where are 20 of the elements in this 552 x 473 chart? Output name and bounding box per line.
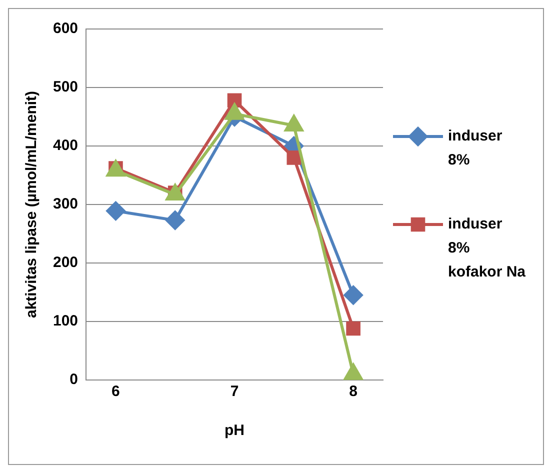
point [106, 201, 126, 220]
y-tick-label: 600 [52, 20, 78, 38]
y-tick-label: 400 [52, 137, 78, 154]
y-tick-label: 200 [52, 254, 78, 272]
y-tick-label: 0 [70, 371, 78, 388]
y-tick-label: 500 [52, 78, 78, 96]
legend-label: induser 8% [448, 128, 502, 169]
point [166, 210, 185, 230]
y-axis-title: aktivitas lipase (µmol/mL/menit) [23, 90, 40, 318]
x-tick-label: 8 [349, 383, 358, 400]
point [346, 321, 360, 336]
point [286, 150, 302, 165]
x-tick-label: 6 [112, 383, 120, 400]
x-axis-title: pH [224, 422, 245, 440]
y-tick-label: 100 [52, 312, 78, 330]
point [227, 93, 242, 108]
y-tick-label: 300 [52, 196, 78, 213]
x-tick-label: 7 [230, 383, 239, 400]
point [344, 286, 363, 305]
legend-label: induser 8% kofakor Na [448, 216, 526, 281]
